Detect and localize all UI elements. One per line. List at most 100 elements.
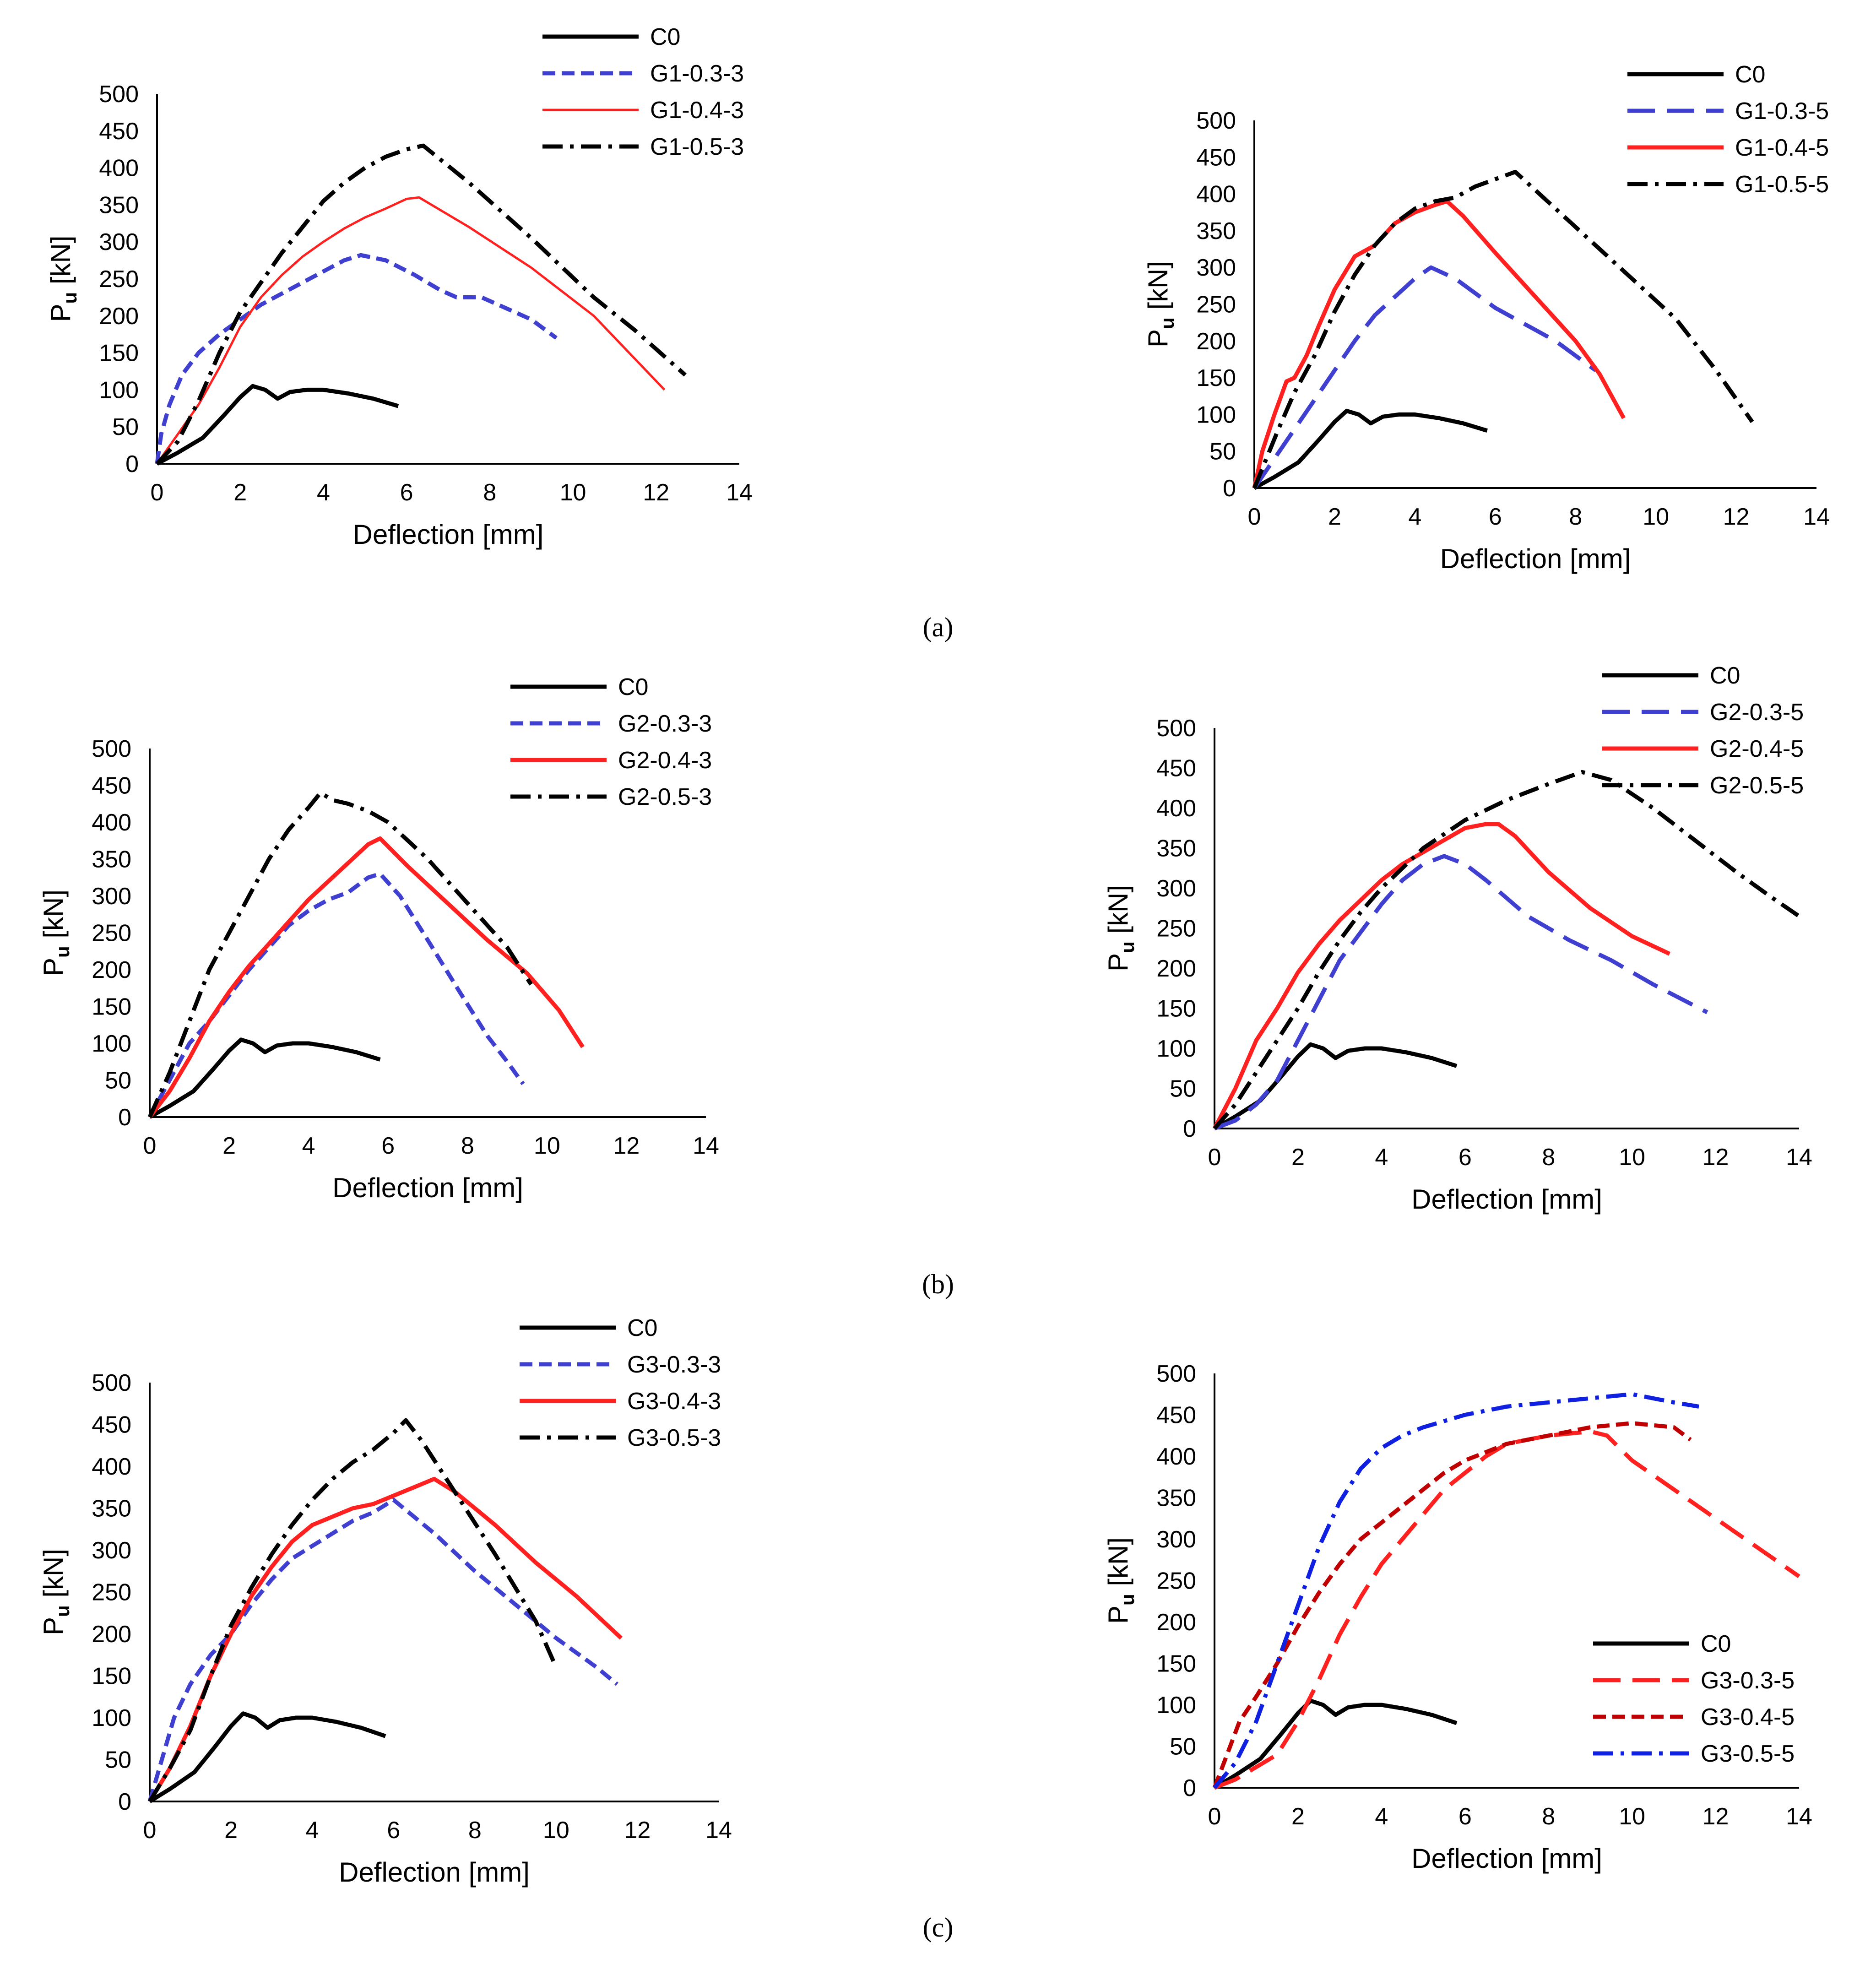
series-line-G2-0.3-5 (1214, 854, 1708, 1131)
series-line-G1-0.5-3 (155, 143, 687, 466)
x-tick-label: 12 (1702, 1803, 1729, 1830)
y-tick-label: 250 (1156, 1568, 1196, 1595)
legend-label: G2-0.5-3 (618, 784, 712, 810)
x-tick-label: 14 (1786, 1803, 1812, 1830)
x-tick-label: 10 (543, 1817, 569, 1844)
x-tick-label: 12 (1702, 1144, 1729, 1171)
legend-label: G1-0.3-3 (650, 60, 744, 87)
x-tick-label: 12 (643, 479, 669, 506)
series-line-C0 (1253, 408, 1488, 490)
x-tick-label: 12 (1723, 504, 1750, 530)
series-line-G1-0.4-5 (1252, 199, 1626, 488)
x-axis-title: Deflection [mm] (353, 519, 544, 550)
y-tick-label: 350 (1156, 836, 1196, 862)
chart-panel-5: 0 50 100 150 200 250 300 350 400 450 500 0 2 4 6 8 10 12 1… (38, 1315, 732, 1888)
legend-label: G3-0.4-3 (627, 1388, 721, 1415)
y-tick-label: 100 (1196, 401, 1236, 428)
legend-label: C0 (650, 24, 680, 50)
legend: C0 G1-0.3-5 G1-0.4-5 G1-0.5-5 (1627, 61, 1829, 198)
chart-panel-1: 0 50 100 150 200 250 300 350 400 450 500 0 2 4 6 8 10 12 1… (45, 24, 753, 550)
x-tick-label: 4 (302, 1133, 315, 1159)
y-tick-label: 350 (92, 1496, 131, 1522)
series-line-G1-0.5-5 (1252, 169, 1754, 489)
x-tick-label: 0 (151, 479, 164, 506)
x-tick-label: 8 (468, 1817, 482, 1844)
y-tick-label: 50 (1209, 439, 1236, 465)
x-axis-title: Deflection [mm] (339, 1857, 530, 1888)
x-tick-label: 2 (1291, 1144, 1305, 1171)
legend-label: G3-0.3-5 (1701, 1667, 1795, 1694)
y-tick-label: 500 (1156, 715, 1196, 742)
legend-label: C0 (1701, 1631, 1731, 1657)
series-line-G3-0.5-3 (148, 1418, 558, 1803)
series-line-G2-0.4-5 (1213, 822, 1671, 1130)
y-tick-label: 250 (1156, 916, 1196, 942)
legend: C0 G3-0.3-3 G3-0.4-3 G3-0.5-3 (520, 1315, 721, 1451)
legend-label: G3-0.3-3 (627, 1351, 721, 1378)
x-tick-label: 14 (705, 1817, 732, 1844)
y-tick-label: 400 (92, 1454, 131, 1480)
x-tick-label: 14 (1786, 1144, 1812, 1171)
x-tick-label: 10 (1619, 1144, 1645, 1171)
series-line-G1-0.3-5 (1252, 265, 1597, 489)
x-tick-label: 10 (1619, 1803, 1645, 1830)
x-tick-label: 10 (534, 1133, 560, 1159)
chart-panel-4: 0 50 100 150 200 250 300 350 400 450 500 0 2 4 6 8 10 12 1… (1103, 662, 1812, 1215)
y-tick-label: 0 (1183, 1116, 1196, 1142)
y-tick-label: 150 (92, 1663, 131, 1690)
y-axis-title: Pu [kN] (38, 1549, 73, 1635)
x-tick-label: 4 (1375, 1803, 1388, 1830)
legend-label: G1-0.5-5 (1735, 171, 1829, 198)
y-tick-label: 250 (1196, 292, 1236, 318)
x-tick-label: 2 (222, 1133, 236, 1159)
x-tick-label: 2 (1291, 1803, 1305, 1830)
legend: C0 G2-0.3-5 G2-0.4-5 G2-0.5-5 (1602, 662, 1804, 799)
y-tick-label: 200 (1156, 1609, 1196, 1636)
y-tick-label: 250 (99, 266, 139, 293)
series-line-C0 (156, 384, 399, 466)
series-line-C0 (148, 1711, 386, 1803)
chart-panel-2: 0 50 100 150 200 250 300 350 400 450 500 0 2 4 6 8 10 12 1… (1143, 61, 1830, 574)
legend: C0 G2-0.3-3 G2-0.4-3 G2-0.5-3 (510, 674, 712, 810)
y-tick-label: 500 (99, 81, 139, 108)
x-tick-label: 8 (1542, 1803, 1555, 1830)
x-tick-label: 6 (1459, 1144, 1472, 1171)
legend-label: G3-0.5-3 (627, 1425, 721, 1451)
legend-label: C0 (618, 674, 648, 700)
y-tick-label: 350 (99, 192, 139, 218)
y-tick-label: 500 (1156, 1361, 1196, 1387)
panel-caption: (a) (923, 612, 954, 642)
y-tick-label: 100 (1156, 1692, 1196, 1719)
y-tick-label: 50 (112, 414, 139, 440)
legend-label: G1-0.4-3 (650, 97, 744, 124)
x-tick-label: 4 (306, 1817, 319, 1844)
y-tick-label: 0 (1223, 475, 1236, 502)
y-tick-label: 300 (1156, 1526, 1196, 1553)
legend-label: G2-0.4-3 (618, 747, 712, 774)
x-tick-label: 8 (1569, 504, 1582, 530)
y-tick-label: 0 (125, 451, 139, 477)
y-tick-label: 500 (92, 736, 131, 762)
x-tick-label: 14 (693, 1133, 719, 1159)
y-tick-label: 200 (92, 957, 131, 983)
y-tick-label: 300 (1156, 875, 1196, 902)
x-tick-label: 4 (317, 479, 330, 506)
x-tick-label: 14 (726, 479, 753, 506)
y-tick-label: 0 (118, 1789, 131, 1815)
y-tick-label: 100 (92, 1705, 131, 1731)
series-line-G2-0.4-3 (148, 836, 585, 1118)
x-tick-label: 6 (387, 1817, 400, 1844)
y-tick-label: 200 (92, 1621, 131, 1648)
x-tick-label: 4 (1375, 1144, 1388, 1171)
series-line-G2-0.3-3 (148, 872, 525, 1118)
x-tick-label: 8 (461, 1133, 474, 1159)
y-tick-label: 50 (1170, 1076, 1196, 1102)
series-line-G1-0.4-3 (156, 196, 666, 465)
y-tick-label: 50 (105, 1068, 131, 1094)
legend-label: G2-0.4-5 (1710, 736, 1804, 762)
legend-label: G1-0.4-5 (1735, 135, 1829, 161)
x-tick-label: 0 (1248, 504, 1261, 530)
y-tick-label: 300 (1196, 255, 1236, 281)
y-tick-label: 450 (1156, 1402, 1196, 1429)
